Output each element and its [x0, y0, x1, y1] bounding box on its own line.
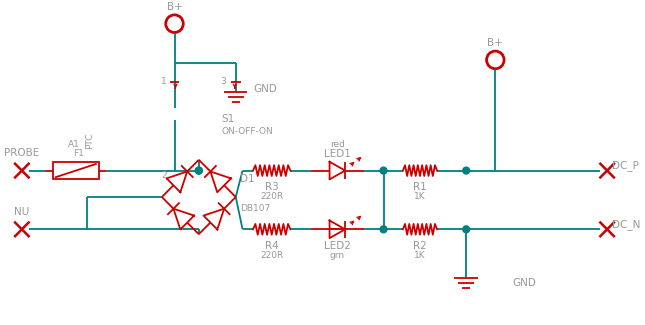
Circle shape [462, 226, 470, 233]
Text: 1K: 1K [414, 251, 426, 260]
Text: B+: B+ [166, 2, 183, 12]
Text: B+: B+ [488, 38, 503, 48]
Circle shape [380, 167, 387, 174]
Text: ON-OFF-ON: ON-OFF-ON [221, 127, 273, 136]
Circle shape [195, 167, 203, 174]
Circle shape [380, 226, 387, 233]
Text: GND: GND [513, 278, 537, 288]
Text: red: red [330, 140, 345, 149]
Circle shape [195, 167, 203, 174]
Bar [53, 162, 99, 179]
Text: DC_P: DC_P [612, 160, 639, 171]
Text: R4: R4 [265, 241, 279, 251]
Text: grn: grn [330, 251, 345, 260]
Text: R3: R3 [265, 182, 279, 192]
Text: DB107: DB107 [240, 204, 270, 213]
Text: 3: 3 [221, 77, 226, 86]
Circle shape [462, 167, 470, 174]
Text: D1: D1 [240, 175, 254, 184]
Text: 1K: 1K [414, 192, 426, 201]
Text: GND: GND [253, 84, 277, 94]
Text: A1: A1 [68, 140, 80, 149]
Text: PROBE: PROBE [5, 148, 39, 158]
Text: NU: NU [14, 207, 30, 216]
Text: R1: R1 [413, 182, 427, 192]
Text: S1: S1 [221, 114, 234, 124]
Text: LED2: LED2 [324, 241, 351, 251]
Text: DC_N: DC_N [612, 219, 640, 230]
Text: LED1: LED1 [324, 149, 351, 159]
Text: 2: 2 [161, 171, 166, 180]
Text: 220R: 220R [260, 251, 283, 260]
Text: 220R: 220R [260, 192, 283, 201]
Text: PTC: PTC [86, 133, 95, 149]
Text: R2: R2 [413, 241, 427, 251]
Text: 1: 1 [161, 77, 166, 86]
Text: F1: F1 [73, 149, 84, 158]
